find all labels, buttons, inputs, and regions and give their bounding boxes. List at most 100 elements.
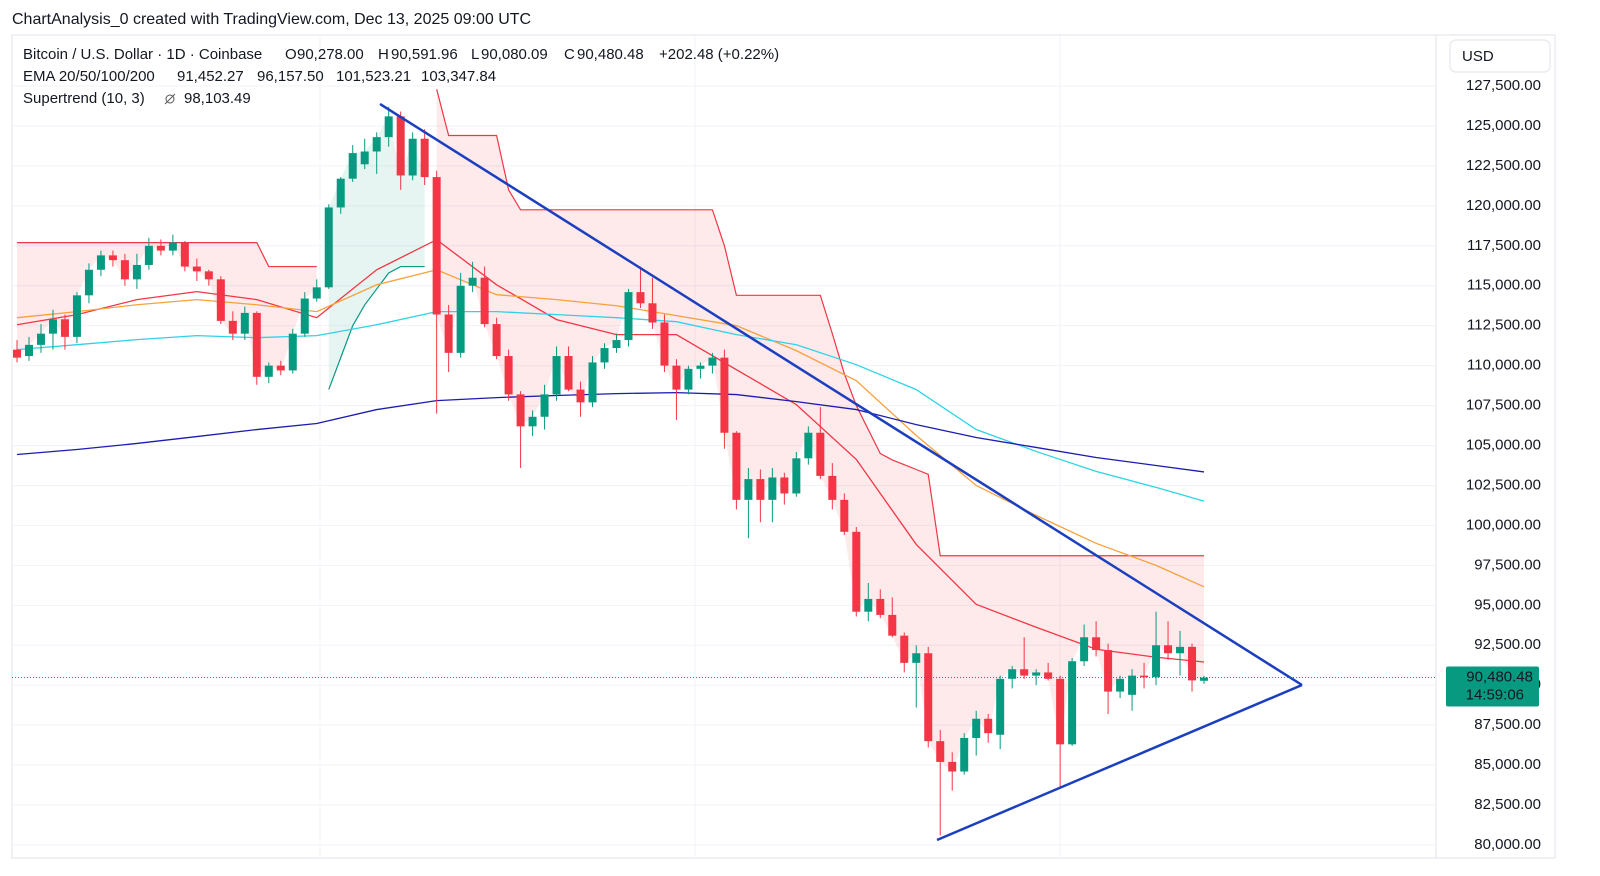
ohlc-key: L xyxy=(471,46,479,63)
candle-body xyxy=(540,394,549,417)
candle-body xyxy=(1032,672,1041,676)
supertrend-title: Supertrend (10, 3) xyxy=(23,90,145,107)
candle-body xyxy=(108,255,117,261)
candle-body xyxy=(996,678,1005,735)
y-tick-label: 125,000.00 xyxy=(1466,117,1541,134)
price-tag-label: 90,480.48 xyxy=(1466,669,1533,686)
y-tick-label: 97,500.00 xyxy=(1474,556,1541,573)
candle-body xyxy=(516,394,525,427)
currency-box[interactable] xyxy=(1449,39,1551,73)
supertrend-value: 98,103.49 xyxy=(184,90,251,107)
candle-body xyxy=(1140,675,1149,678)
candle-body xyxy=(780,477,789,494)
ema-value: 91,452.27 xyxy=(177,68,244,85)
y-tick-label: 112,500.00 xyxy=(1467,317,1541,334)
ema-title: EMA 20/50/100/200 xyxy=(23,68,155,85)
candle-body xyxy=(1020,669,1029,676)
candle-body xyxy=(1176,646,1185,654)
candle-body xyxy=(456,285,465,353)
visibility-icon[interactable] xyxy=(165,94,175,104)
ohlc-value: 90,480.48 xyxy=(577,46,644,63)
supertrend-line xyxy=(436,89,1205,557)
candle-body xyxy=(756,479,765,500)
y-tick-label: 82,500.00 xyxy=(1474,796,1541,813)
candle-body xyxy=(660,322,669,366)
change: +202.48 (+0.22%) xyxy=(659,46,779,63)
candle-body xyxy=(648,303,657,323)
candle-body xyxy=(264,365,273,377)
candle-body xyxy=(816,432,825,476)
candle-body xyxy=(828,475,837,500)
candle-body xyxy=(1056,678,1065,745)
candle-body xyxy=(1200,677,1209,681)
ohlc-value: 90,080.09 xyxy=(481,46,548,63)
ohlc-value: 90,278.00 xyxy=(297,46,364,63)
candle-body xyxy=(144,245,153,265)
ema-line xyxy=(16,391,1205,473)
candle-body xyxy=(888,614,897,636)
candle-body xyxy=(48,319,57,334)
candle-body xyxy=(792,458,801,494)
candle-body xyxy=(72,295,81,337)
candle-body xyxy=(1152,645,1161,678)
supertrend-line xyxy=(328,265,425,390)
ohlc-key: C xyxy=(564,46,575,63)
candle-body xyxy=(744,479,753,500)
candle-body xyxy=(60,319,69,337)
candle-body xyxy=(444,314,453,353)
candle-body xyxy=(900,635,909,663)
candle-body xyxy=(492,324,501,357)
chart-frame xyxy=(11,34,1556,859)
price-tag-countdown: 14:59:06 xyxy=(1466,687,1524,704)
candle-body xyxy=(1164,645,1173,654)
candle-body xyxy=(300,298,309,334)
candle-body xyxy=(96,255,105,270)
trend-line xyxy=(936,683,1303,842)
candle-body xyxy=(84,269,93,296)
ohlc-value: 90,591.96 xyxy=(391,46,458,63)
candle-body xyxy=(636,292,645,304)
supertrend-line xyxy=(17,241,317,268)
ema-value: 101,523.21 xyxy=(336,68,411,85)
candle-body xyxy=(480,277,489,325)
y-tick-label: 120,000.00 xyxy=(1466,197,1541,214)
candle-body xyxy=(468,277,477,286)
candle-body xyxy=(924,653,933,742)
ohlc-key: O xyxy=(285,46,297,63)
candle-body xyxy=(960,737,969,772)
candle-body xyxy=(552,356,561,395)
candle-body xyxy=(252,312,261,377)
candle-body xyxy=(1080,637,1089,662)
header: ChartAnalysis_0 created with TradingView… xyxy=(12,11,531,28)
candle-body xyxy=(948,761,957,772)
y-tick-label: 85,000.00 xyxy=(1474,756,1541,773)
candle-body xyxy=(564,356,573,390)
grid-layer xyxy=(12,85,1436,846)
candle-body xyxy=(13,349,21,358)
candle-body xyxy=(984,718,993,734)
candle-body xyxy=(168,242,177,251)
y-tick-label: 122,500.00 xyxy=(1466,157,1541,174)
candle-body xyxy=(1188,646,1197,681)
candle-body xyxy=(240,312,249,334)
candle-body xyxy=(384,116,393,138)
candle-body xyxy=(876,598,885,615)
candle-body xyxy=(768,477,777,500)
candle-body xyxy=(312,287,321,299)
candle-body xyxy=(528,416,537,427)
candle-body xyxy=(132,264,141,280)
candle-body xyxy=(936,741,945,762)
candle-body xyxy=(288,333,297,371)
candle-body xyxy=(396,116,405,176)
y-tick-label: 80,000.00 xyxy=(1474,836,1541,853)
candle-body xyxy=(336,178,345,208)
candle-body xyxy=(420,138,429,178)
candle-body xyxy=(672,365,681,390)
candle-body xyxy=(912,653,921,663)
candle-body xyxy=(36,333,45,345)
candle-body xyxy=(732,432,741,500)
trend-line xyxy=(379,102,1303,687)
ema-value: 103,347.84 xyxy=(421,68,496,85)
price-tag xyxy=(1446,666,1539,707)
